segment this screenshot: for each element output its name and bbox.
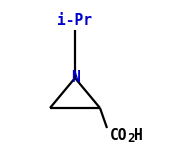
Text: N: N bbox=[71, 71, 79, 86]
Text: i-Pr: i-Pr bbox=[57, 13, 93, 28]
Text: H: H bbox=[134, 128, 143, 142]
Text: 2: 2 bbox=[127, 131, 134, 144]
Text: CO: CO bbox=[110, 128, 128, 142]
